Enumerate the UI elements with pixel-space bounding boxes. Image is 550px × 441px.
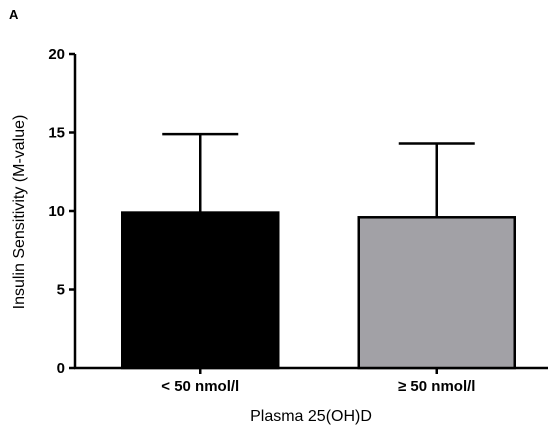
panel-label: A [9,7,19,22]
y-tick-label-3: 15 [48,125,65,142]
bar-1 [357,216,516,370]
y-tick-label-0: 0 [57,360,65,377]
x-tick-label-1: ≥ 50 nmol/l [398,378,475,395]
plot-area: 0 5 10 15 20 < 50 nmol/l ≥ 50 nmol/l [48,46,548,395]
x-tick-label-0: < 50 nmol/l [161,378,239,395]
y-tick-label-2: 10 [48,203,65,220]
y-tick-label-4: 20 [48,46,65,63]
bar-0 [121,211,280,370]
x-axis-title: Plasma 25(OH)D [250,408,372,425]
y-axis-title: Insulin Sensitivity (M-value) [11,115,28,310]
y-tick-label-1: 5 [57,282,65,299]
